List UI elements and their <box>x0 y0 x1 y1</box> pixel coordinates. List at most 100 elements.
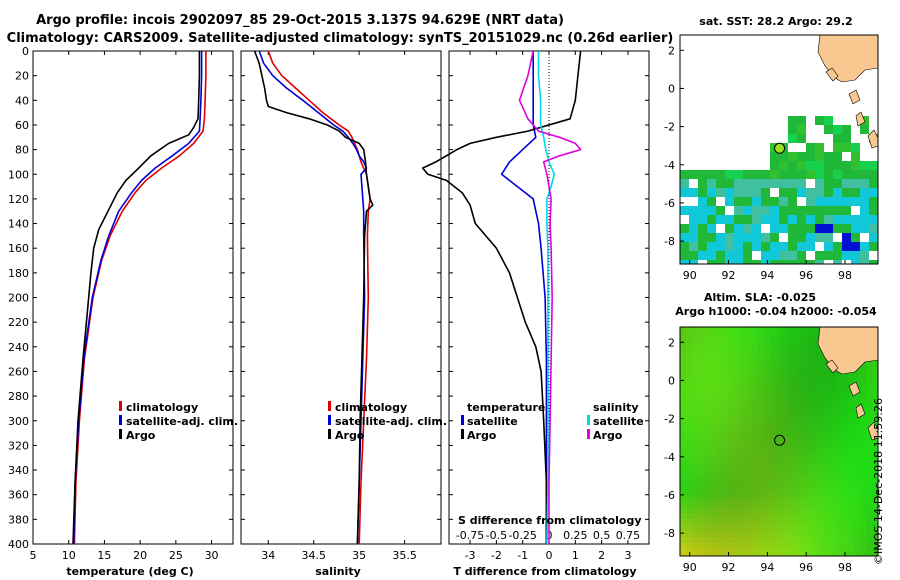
sla-cell <box>692 351 698 357</box>
sla-cell <box>860 513 866 519</box>
sla-cell <box>686 453 692 459</box>
temperature-x-tick-label: 15 <box>97 549 111 562</box>
depth-axis: 0204060801001201401601802002202402602803… <box>8 45 649 551</box>
sla-cell <box>854 375 860 381</box>
sla-cell <box>866 531 872 537</box>
sla-cell <box>806 381 812 387</box>
sla-cell <box>788 489 794 495</box>
sst-cell <box>842 224 851 233</box>
sla-cell <box>806 459 812 465</box>
sla-cell <box>770 471 776 477</box>
sla-cell <box>752 375 758 381</box>
sla-cell <box>740 423 746 429</box>
sla-cell <box>848 411 854 417</box>
sla-cell <box>710 537 716 543</box>
sla-cell <box>782 363 788 369</box>
sla-cell <box>746 387 752 393</box>
sla-cell <box>746 357 752 363</box>
sla-cell <box>770 549 776 555</box>
sla-cell <box>734 327 740 333</box>
sla-cell <box>764 495 770 501</box>
sla-cell <box>716 537 722 543</box>
sla-cell <box>734 495 740 501</box>
sla-cell <box>794 405 800 411</box>
legend-label-climatology: climatology <box>335 401 407 414</box>
sla-cell <box>740 333 746 339</box>
sla-cell <box>812 543 818 549</box>
sla-cell <box>800 417 806 423</box>
sla-cell <box>824 405 830 411</box>
sla-cell <box>782 417 788 423</box>
sst-cell <box>806 170 815 179</box>
sla-cell <box>752 399 758 405</box>
sla-cell <box>710 489 716 495</box>
sla-cell <box>776 357 782 363</box>
sla-cell <box>818 369 824 375</box>
sla-cell <box>698 339 704 345</box>
sla-cell <box>806 405 812 411</box>
sst-cell <box>869 161 878 170</box>
sst-cell <box>851 242 860 251</box>
sla-cell <box>872 459 878 465</box>
sla-cell <box>752 387 758 393</box>
sst-cell <box>797 224 806 233</box>
sla-cell <box>860 501 866 507</box>
sst-cell <box>869 188 878 197</box>
sla-cell <box>686 405 692 411</box>
sla-cell <box>800 465 806 471</box>
sla-cell <box>854 507 860 513</box>
sla-cell <box>812 411 818 417</box>
sla-cell <box>716 471 722 477</box>
sla-cell <box>848 435 854 441</box>
sla-cell <box>722 549 728 555</box>
sst-cell <box>779 260 788 264</box>
sst-cell <box>851 215 860 224</box>
sla-cell <box>812 513 818 519</box>
sla-cell <box>704 381 710 387</box>
sla-cell <box>746 549 752 555</box>
sla-cell <box>752 327 758 333</box>
sst-cell <box>806 260 815 264</box>
sst-land-island-simeulue <box>825 67 839 82</box>
sst-cell <box>725 170 734 179</box>
sla-cell <box>860 393 866 399</box>
sla-land-island-batu <box>855 403 866 419</box>
sst-cell <box>788 179 797 188</box>
sst-cell <box>797 206 806 215</box>
sla-cell <box>728 543 734 549</box>
sst-cell <box>716 251 725 260</box>
sla-cell <box>824 483 830 489</box>
sst-cell <box>869 215 878 224</box>
sla-cell <box>860 483 866 489</box>
sla-cell <box>680 441 686 447</box>
sst-cell <box>716 188 725 197</box>
sla-cell <box>818 447 824 453</box>
temperature-series-argo <box>72 51 201 545</box>
sla-cell <box>758 369 764 375</box>
sst-cell <box>698 197 707 206</box>
sla-cell <box>830 435 836 441</box>
sst-cell <box>752 170 761 179</box>
map-x-tick-label: 98 <box>838 561 852 574</box>
sla-cell <box>848 513 854 519</box>
sla-cell <box>812 399 818 405</box>
sla-cell <box>734 339 740 345</box>
sla-cell <box>758 519 764 525</box>
depth-tick-label: 300 <box>8 415 29 428</box>
sla-cell <box>704 411 710 417</box>
sla-cell <box>698 363 704 369</box>
sla-cell <box>812 447 818 453</box>
sla-cell <box>680 501 686 507</box>
sla-cell <box>860 399 866 405</box>
sla-cell <box>830 441 836 447</box>
sst-cell <box>842 161 851 170</box>
sla-cell <box>716 327 722 333</box>
sla-cell <box>764 531 770 537</box>
sst-cell <box>815 251 824 260</box>
sst-cell <box>761 215 770 224</box>
sst-cell <box>779 179 788 188</box>
sla-cell <box>842 459 848 465</box>
sla-cell <box>872 549 878 555</box>
sla-cell <box>854 369 860 375</box>
sla-cell <box>722 429 728 435</box>
